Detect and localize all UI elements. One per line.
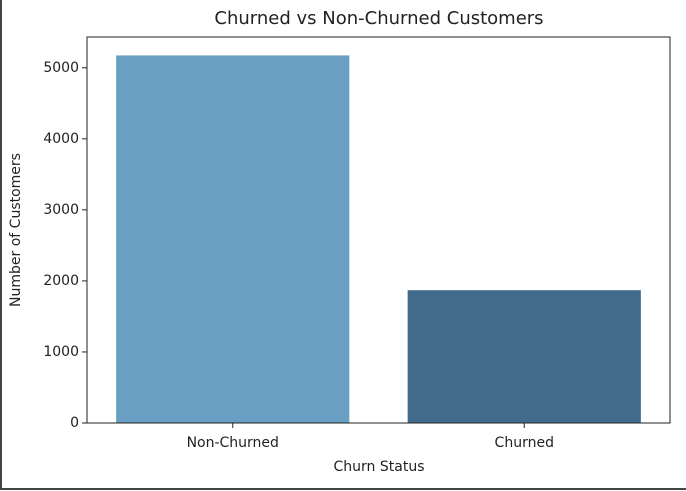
chart-title: Churned vs Non-Churned Customers [214,8,543,29]
bar [407,290,641,423]
x-tick-label: Churned [495,435,554,451]
bar [116,55,350,424]
x-axis-label: Churn Status [334,459,425,475]
y-tick-label: 0 [70,415,79,431]
x-tick-label: Non-Churned [187,435,279,451]
y-tick-label: 1000 [43,344,79,360]
y-tick-label: 4000 [43,131,79,147]
y-tick-label: 3000 [43,202,79,218]
y-tick-label: 5000 [43,60,79,76]
y-axis-label: Number of Customers [8,153,24,307]
y-tick-label: 2000 [43,273,79,289]
plot-frame [86,36,671,424]
